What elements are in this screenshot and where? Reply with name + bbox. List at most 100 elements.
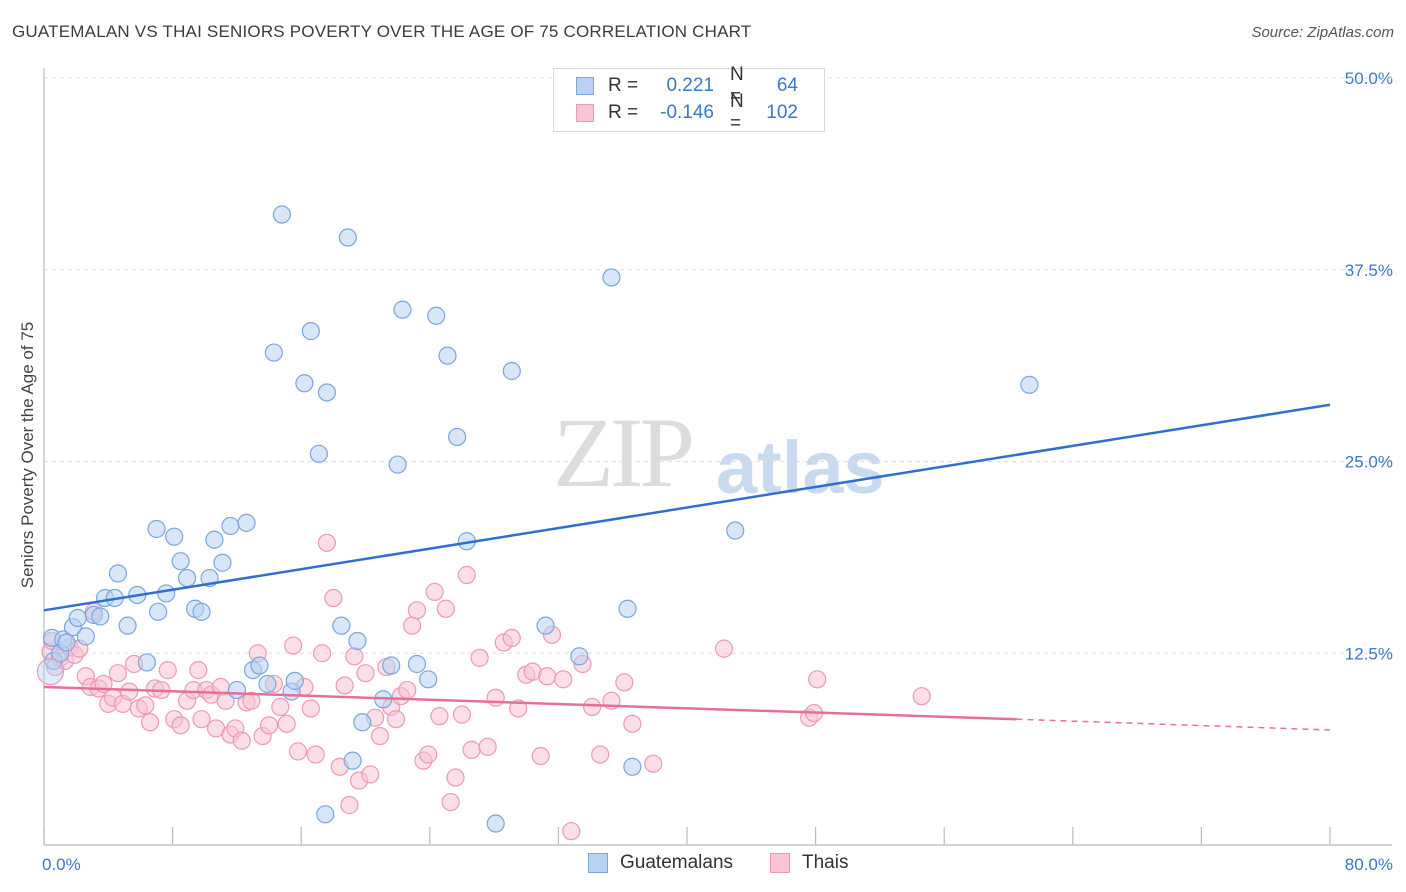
guatemalan-point: [348, 631, 367, 651]
guatemalan-point: [393, 300, 412, 319]
thai-point: [288, 742, 308, 761]
thai-point: [419, 745, 438, 764]
thai-point: [583, 697, 602, 717]
thai-point: [136, 696, 155, 715]
thai-point: [108, 664, 128, 683]
thai-point: [284, 636, 303, 655]
thai-point: [623, 714, 642, 733]
guatemalan-point: [726, 521, 745, 540]
guatemalan-point: [353, 713, 372, 732]
thai-point: [644, 754, 663, 773]
thai-point: [554, 670, 573, 689]
guatemalan-point: [137, 653, 156, 672]
x-tick-label: 80.0%: [1345, 855, 1393, 874]
guatemalans-swatch-icon: [576, 77, 594, 95]
watermark-zip: ZIP: [553, 397, 695, 508]
chart-title: GUATEMALAN VS THAI SENIORS POVERTY OVER …: [12, 22, 752, 41]
legend-label-guatemalans: Guatemalans: [620, 852, 734, 873]
source-label: Source: ZipAtlas.com: [1251, 24, 1394, 41]
thai-point: [192, 710, 211, 729]
legend-r-value: -0.146: [660, 102, 714, 123]
guatemalan-point: [118, 616, 137, 635]
thai-point: [403, 616, 422, 635]
thai-point: [271, 697, 290, 717]
thai-point: [615, 673, 634, 692]
guatemalan-point: [57, 633, 76, 652]
thai-point: [562, 822, 581, 841]
y-tick-label: 50.0%: [1345, 69, 1393, 88]
guatemalan-point: [1020, 375, 1039, 394]
guatemalan-point: [171, 552, 190, 571]
guatemalan-point: [237, 513, 256, 532]
guatemalan-point: [316, 805, 335, 824]
guatemalan-trend-line: [43, 403, 1331, 612]
thai-point: [457, 565, 476, 585]
guatemalan-point: [221, 516, 240, 536]
y-tick-label: 25.0%: [1345, 453, 1393, 472]
watermark-atlas: atlas: [716, 426, 885, 509]
guatemalan-point: [338, 228, 357, 247]
y-tick-label: 37.5%: [1345, 261, 1393, 280]
guatemalan-point: [438, 346, 457, 365]
thai-point: [242, 691, 261, 710]
legend-n-value: 102: [766, 102, 798, 123]
guatemalan-point: [91, 607, 110, 626]
cluster-point: [36, 658, 65, 686]
legend-item-thais: Thais: [770, 852, 848, 874]
guatemalan-point: [76, 627, 95, 646]
guatemalan-point: [258, 674, 277, 694]
thai-point: [430, 707, 449, 726]
thai-point: [462, 740, 481, 759]
thai-point: [345, 647, 364, 666]
legend-n-value: 64: [776, 75, 798, 96]
thai-point: [425, 582, 444, 601]
series-legend: Guatemalans Thais: [0, 852, 1406, 878]
thai-point: [470, 648, 489, 667]
guatemalan-point: [382, 656, 401, 675]
legend-n-label: N =: [730, 64, 744, 107]
thai-point: [189, 661, 208, 680]
guatemalan-point: [68, 608, 87, 628]
thai-point: [370, 726, 390, 746]
guatemalan-point: [407, 654, 427, 674]
guatemalan-point: [570, 647, 589, 666]
guatemalan-point: [264, 343, 283, 362]
guatemalan-point: [427, 306, 446, 325]
guatemalan-point: [602, 268, 621, 287]
guatemalan-point: [301, 322, 320, 341]
legend-r-label: R =: [608, 75, 639, 96]
legend-item-guatemalans: Guatemalans: [588, 852, 733, 874]
guatemalan-point: [388, 455, 407, 474]
thai-point: [324, 588, 343, 608]
guatemalan-point: [295, 374, 314, 393]
guatemalan-point: [448, 427, 467, 447]
thai-point: [478, 737, 497, 756]
thai-point: [356, 664, 375, 683]
guatemalan-point: [502, 361, 521, 381]
thai-point: [502, 628, 521, 648]
thai-point: [232, 731, 251, 750]
legend-row-guatemalans: R = 0.221 N = 64: [576, 64, 798, 107]
guatemalan-point: [309, 444, 328, 463]
thai-point: [171, 716, 190, 735]
thai-point: [509, 699, 528, 718]
thai-point: [361, 765, 380, 784]
guatemalan-point: [192, 602, 211, 621]
legend-n-label: N =: [730, 91, 744, 134]
y-tick-label: 12.5%: [1345, 644, 1393, 663]
thai-point: [335, 676, 354, 695]
thai-point: [306, 745, 325, 764]
x-tick-label: 0.0%: [42, 855, 81, 874]
guatemalan-point: [177, 568, 197, 588]
guatemalans-legend-icon: [588, 853, 608, 873]
thai-trend-extension: [1016, 718, 1331, 731]
stats-legend: R = 0.221 N = 64 R = -0.146 N = 102: [553, 64, 825, 134]
guatemalan-point: [250, 656, 269, 675]
thai-point: [808, 670, 827, 689]
guatemalan-point: [486, 814, 505, 833]
guatemalan-point: [343, 751, 362, 770]
thai-point: [301, 699, 320, 718]
legend-row-thais: R = -0.146 N = 102: [576, 91, 798, 134]
guatemalan-point: [147, 519, 166, 539]
